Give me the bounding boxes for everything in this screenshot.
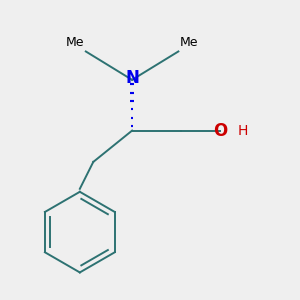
Text: N: N <box>125 69 139 87</box>
Text: Me: Me <box>66 36 84 49</box>
Text: H: H <box>237 124 248 138</box>
Text: O: O <box>213 122 227 140</box>
Text: Me: Me <box>180 36 198 49</box>
